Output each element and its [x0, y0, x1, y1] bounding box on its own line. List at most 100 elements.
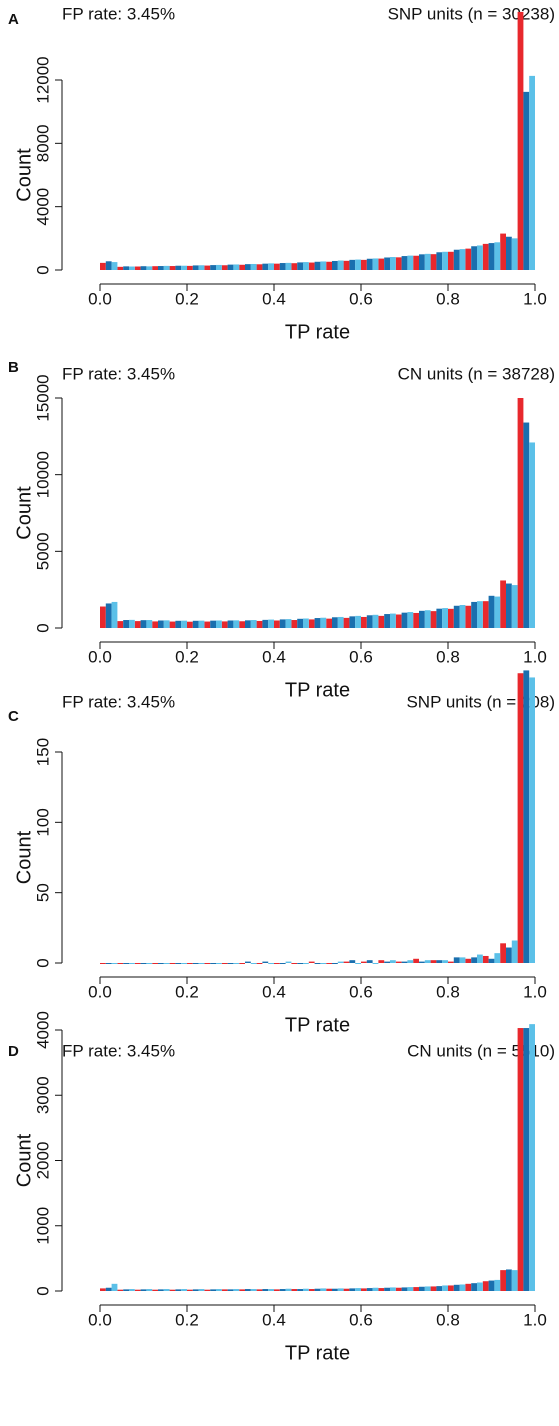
- bar: [320, 261, 327, 270]
- bar: [337, 260, 344, 270]
- bar: [413, 255, 419, 270]
- x-tick-label: 1.0: [523, 647, 547, 666]
- bar: [146, 963, 153, 964]
- bar: [158, 266, 164, 270]
- bar: [424, 960, 431, 963]
- bar: [285, 1288, 292, 1291]
- bar: [494, 242, 501, 270]
- bar: [372, 963, 379, 964]
- bar: [239, 1289, 245, 1291]
- bar: [355, 259, 361, 270]
- bar: [395, 614, 402, 628]
- bar: [169, 963, 176, 964]
- bar: [117, 963, 124, 964]
- x-axis-label: TP rate: [285, 1014, 350, 1036]
- bar: [459, 1284, 466, 1291]
- bar: [407, 960, 414, 963]
- x-tick-label: 0.0: [88, 647, 112, 666]
- bar: [442, 1285, 448, 1291]
- bar: [262, 263, 269, 270]
- bar: [111, 262, 118, 270]
- y-tick-label: 1000: [33, 1207, 52, 1245]
- bar: [285, 961, 292, 963]
- bar: [506, 583, 512, 628]
- bar: [436, 1286, 443, 1291]
- bar: [291, 963, 298, 964]
- bar: [233, 1289, 240, 1291]
- bar: [250, 620, 257, 628]
- bar: [192, 1289, 199, 1291]
- bar: [314, 1288, 321, 1291]
- y-tick-label: 12000: [33, 56, 52, 103]
- bar: [332, 963, 338, 964]
- y-axis-label: Count: [13, 830, 35, 884]
- bar: [233, 264, 240, 270]
- x-tick-label: 0.2: [175, 289, 199, 308]
- bar: [216, 620, 222, 628]
- bar: [274, 263, 280, 270]
- bar: [181, 265, 187, 270]
- bar: [192, 620, 199, 628]
- bar: [424, 253, 431, 270]
- x-tick-label: 0.4: [262, 289, 286, 308]
- bar: [511, 1270, 518, 1291]
- bar: [198, 620, 205, 628]
- bar: [111, 1283, 118, 1291]
- bar: [419, 610, 425, 628]
- bar: [355, 1288, 361, 1291]
- bar: [349, 960, 356, 963]
- bar: [262, 619, 269, 628]
- bar: [471, 957, 477, 963]
- bar: [366, 258, 373, 270]
- bar: [384, 1287, 390, 1291]
- bar: [123, 1289, 129, 1291]
- bar: [407, 1287, 414, 1291]
- bar: [140, 620, 147, 628]
- bar: [419, 961, 425, 963]
- bar: [285, 262, 292, 270]
- x-tick-label: 0.8: [436, 647, 460, 666]
- bar: [326, 963, 332, 964]
- bar: [227, 963, 234, 964]
- bar: [337, 961, 344, 963]
- bar: [256, 963, 263, 964]
- bar: [529, 442, 535, 628]
- bar: [413, 958, 419, 963]
- bar: [401, 612, 408, 628]
- bar: [279, 619, 286, 628]
- bar: [471, 246, 477, 270]
- bar: [268, 263, 274, 270]
- bar: [239, 963, 245, 964]
- bar: [175, 963, 182, 964]
- bar: [349, 616, 356, 628]
- bar: [453, 1284, 460, 1291]
- bar: [442, 251, 448, 270]
- bar: [227, 1289, 234, 1291]
- x-tick-label: 1.0: [523, 289, 547, 308]
- bar: [500, 943, 506, 963]
- bar: [233, 963, 240, 964]
- bar: [134, 621, 141, 628]
- bar: [221, 265, 228, 270]
- bar: [395, 1287, 402, 1291]
- bar: [477, 1282, 483, 1291]
- bar: [250, 263, 257, 270]
- bar: [314, 963, 321, 964]
- bar: [424, 610, 431, 628]
- bar: [152, 1289, 158, 1291]
- bar: [204, 963, 211, 964]
- bar: [297, 963, 303, 964]
- bar: [134, 963, 141, 964]
- bar: [523, 1028, 530, 1291]
- bar: [361, 961, 367, 963]
- bar: [146, 266, 153, 270]
- bar: [100, 963, 106, 964]
- bar: [245, 620, 251, 628]
- bar: [459, 249, 466, 270]
- bar: [529, 677, 535, 963]
- bar: [401, 1287, 408, 1291]
- x-tick-label: 0.0: [88, 1310, 112, 1329]
- bar: [198, 1289, 205, 1291]
- bar: [343, 617, 350, 628]
- bar: [500, 1270, 506, 1291]
